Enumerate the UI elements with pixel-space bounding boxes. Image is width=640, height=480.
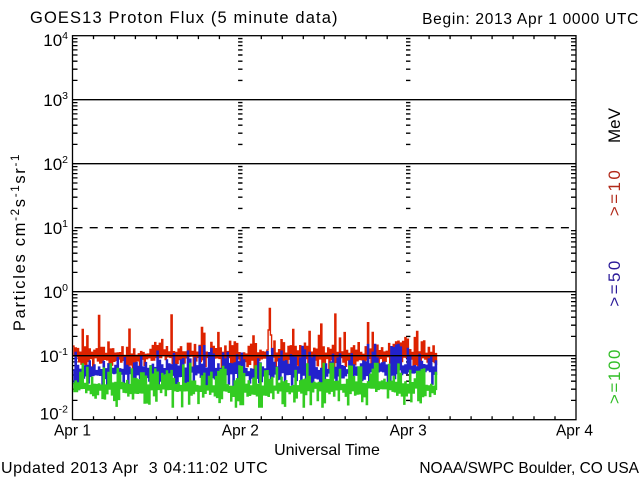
svg-text:Universal Time: Universal Time — [274, 442, 380, 459]
svg-text:Apr 1: Apr 1 — [54, 423, 91, 440]
svg-text:Apr 3: Apr 3 — [390, 423, 427, 440]
svg-text:104: 104 — [43, 30, 68, 50]
svg-text:Apr 2: Apr 2 — [222, 423, 259, 440]
svg-text:>=50: >=50 — [605, 258, 624, 306]
svg-text:Particles cm-2s-1sr-1: Particles cm-2s-1sr-1 — [10, 153, 29, 331]
svg-text:101: 101 — [43, 218, 68, 238]
svg-text:>=100: >=100 — [605, 348, 624, 404]
svg-text:Updated 2013 Apr 3 04:11:02 U: Updated 2013 Apr 3 04:11:02 UTC — [1, 460, 268, 477]
svg-text:Begin: 2013 Apr 1 0000 UTC: Begin: 2013 Apr 1 0000 UTC — [422, 11, 639, 28]
svg-text:>=10: >=10 — [605, 168, 624, 216]
svg-text:103: 103 — [43, 90, 68, 110]
svg-text:100: 100 — [43, 282, 68, 302]
svg-text:102: 102 — [43, 154, 68, 174]
svg-text:GOES13 Proton Flux (5 minute d: GOES13 Proton Flux (5 minute data) — [30, 9, 339, 27]
svg-text:NOAA/SWPC Boulder, CO USA: NOAA/SWPC Boulder, CO USA — [419, 460, 639, 477]
svg-text:MeV: MeV — [605, 107, 624, 143]
svg-text:Apr 4: Apr 4 — [556, 423, 593, 440]
